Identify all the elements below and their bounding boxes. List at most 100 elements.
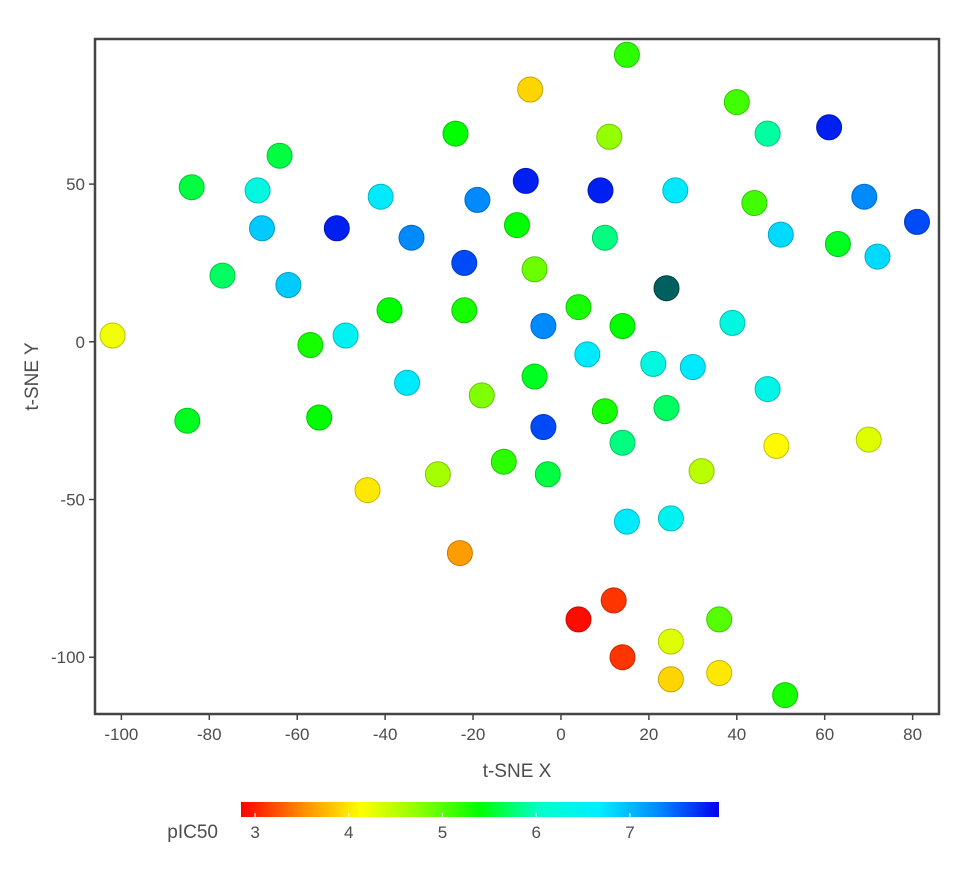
data-point bbox=[565, 606, 592, 633]
plot-frame bbox=[93, 37, 941, 716]
data-point bbox=[816, 114, 843, 141]
y-tick-label: 50 bbox=[66, 175, 85, 194]
data-point bbox=[904, 208, 930, 235]
data-point bbox=[587, 177, 614, 204]
data-point bbox=[754, 120, 781, 147]
data-point bbox=[706, 606, 733, 633]
data-point bbox=[398, 224, 425, 251]
data-point bbox=[323, 215, 350, 242]
colorbar-gradient bbox=[241, 802, 719, 817]
colorbar-tick-label: 3 bbox=[250, 823, 259, 842]
data-point bbox=[864, 243, 891, 270]
data-point bbox=[530, 313, 557, 339]
data-point bbox=[468, 382, 495, 409]
data-point bbox=[653, 395, 680, 421]
data-point bbox=[609, 429, 636, 456]
data-point bbox=[754, 376, 781, 403]
data-point bbox=[446, 540, 473, 567]
data-point bbox=[99, 322, 126, 349]
y-tick-label: -50 bbox=[60, 491, 85, 510]
colorbar-tick-label: 6 bbox=[532, 823, 541, 842]
data-point bbox=[688, 458, 715, 485]
data-point bbox=[741, 190, 768, 216]
y-tick-label: 0 bbox=[76, 333, 85, 352]
data-point bbox=[249, 215, 275, 242]
data-point bbox=[306, 404, 333, 431]
data-point bbox=[855, 426, 882, 453]
data-point bbox=[679, 354, 706, 380]
data-point bbox=[517, 76, 544, 103]
x-tick-label: 60 bbox=[815, 725, 834, 744]
data-point bbox=[332, 322, 359, 349]
data-point bbox=[772, 682, 799, 709]
data-point bbox=[512, 167, 539, 194]
data-point bbox=[662, 177, 689, 204]
data-point bbox=[657, 666, 684, 693]
points-layer bbox=[99, 41, 930, 709]
colorbar-label: pIC50 bbox=[167, 822, 218, 843]
data-point bbox=[657, 505, 684, 532]
data-point bbox=[504, 212, 530, 239]
colorbar-tick-label: 4 bbox=[344, 823, 353, 842]
data-point bbox=[824, 231, 851, 257]
data-point bbox=[609, 644, 636, 671]
x-tick-label: -20 bbox=[461, 725, 486, 744]
data-point bbox=[653, 275, 680, 302]
data-point bbox=[613, 41, 640, 68]
y-axis: -100 -50 0 50 bbox=[51, 175, 95, 667]
y-axis-label: t-SNE Y bbox=[22, 342, 43, 411]
x-tick-label: -100 bbox=[104, 725, 138, 744]
data-point bbox=[640, 350, 667, 377]
data-point bbox=[490, 448, 517, 475]
x-tick-label: 0 bbox=[556, 725, 565, 744]
data-point bbox=[367, 183, 394, 210]
data-point bbox=[354, 477, 381, 504]
data-point bbox=[464, 186, 491, 213]
data-point bbox=[376, 297, 403, 324]
data-point bbox=[565, 294, 592, 321]
x-tick-label: -80 bbox=[197, 725, 222, 744]
colorbar-tick-label: 7 bbox=[625, 823, 634, 842]
data-point bbox=[424, 461, 451, 488]
data-point bbox=[521, 256, 548, 283]
data-point bbox=[275, 272, 302, 298]
data-point bbox=[657, 628, 684, 655]
data-point bbox=[851, 183, 878, 210]
data-point bbox=[451, 249, 478, 276]
data-point bbox=[591, 398, 618, 425]
data-point bbox=[297, 332, 324, 358]
data-point bbox=[244, 177, 271, 204]
x-tick-label: 40 bbox=[727, 725, 746, 744]
data-point bbox=[706, 660, 733, 686]
data-point bbox=[600, 587, 627, 614]
data-point bbox=[723, 89, 750, 116]
colorbar-tick-label: 5 bbox=[438, 823, 447, 842]
data-point bbox=[719, 309, 746, 336]
data-point bbox=[442, 120, 469, 147]
data-point bbox=[613, 508, 640, 535]
data-point bbox=[530, 414, 557, 440]
x-tick-label: 80 bbox=[903, 725, 922, 744]
data-point bbox=[451, 297, 478, 324]
data-point bbox=[209, 262, 236, 289]
data-point bbox=[534, 461, 561, 488]
data-point bbox=[763, 432, 790, 459]
x-tick-label: -60 bbox=[285, 725, 310, 744]
x-tick-label: 20 bbox=[639, 725, 658, 744]
data-point bbox=[521, 363, 548, 390]
data-point bbox=[767, 221, 794, 248]
colorbar: pIC50 3 4 5 6 7 bbox=[167, 802, 719, 843]
data-point bbox=[178, 174, 205, 201]
data-point bbox=[596, 123, 623, 150]
data-point bbox=[591, 224, 618, 251]
data-point bbox=[394, 369, 421, 396]
y-tick-label: -100 bbox=[51, 648, 85, 667]
x-axis-label: t-SNE X bbox=[483, 761, 552, 782]
data-point bbox=[174, 407, 201, 434]
x-axis: -100 -80 -60 -40 -20 0 20 40 60 80 bbox=[104, 714, 922, 744]
data-point bbox=[574, 341, 601, 368]
data-point bbox=[266, 142, 293, 169]
data-point bbox=[609, 313, 636, 339]
